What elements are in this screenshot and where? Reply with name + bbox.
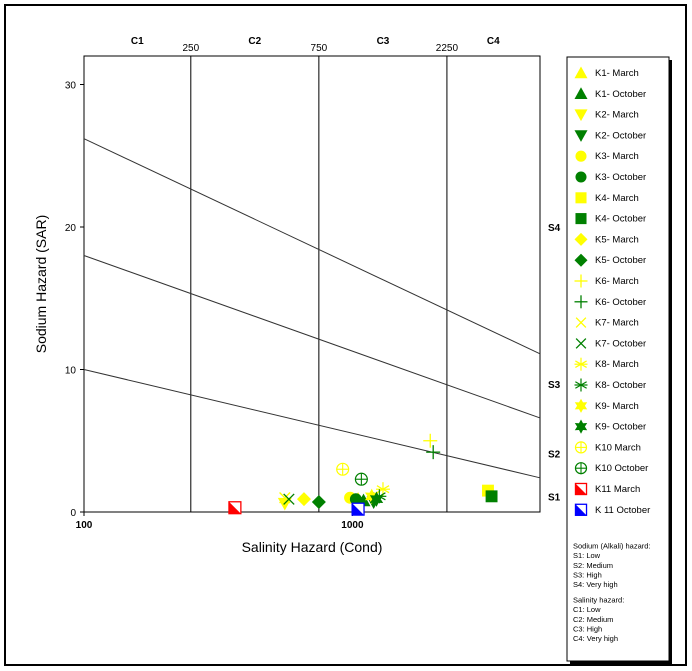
x-axis-label: Salinity Hazard (Cond)	[242, 539, 383, 555]
legend-marker	[574, 253, 588, 267]
legend-marker	[575, 192, 587, 204]
legend-marker	[574, 274, 588, 288]
legend-note: C4: Very high	[573, 634, 618, 643]
legend-marker	[574, 66, 588, 79]
legend-marker	[574, 398, 588, 413]
legend-entry-label: K3- October	[595, 172, 646, 183]
sodium-class-label: S1	[548, 492, 561, 503]
legend-entry-label: K4- March	[595, 193, 639, 204]
legend-entry-label: K9- March	[595, 401, 639, 412]
salinity-class-label: C3	[377, 36, 390, 47]
plot-area	[83, 55, 541, 513]
data-point	[311, 495, 326, 510]
legend-marker	[574, 462, 588, 475]
data-point	[351, 502, 365, 516]
legend-marker	[575, 213, 587, 225]
salinity-class-label: C4	[487, 36, 500, 47]
legend-entry-label: K4- October	[595, 214, 646, 225]
legend-marker	[574, 378, 588, 392]
legend-note: S2: Medium	[573, 561, 613, 570]
legend-note: C2: Medium	[573, 615, 613, 624]
legend-marker	[574, 482, 588, 496]
legend-entry-label: K2- October	[595, 130, 646, 141]
sodium-boundary-line	[83, 255, 541, 419]
legend-note: Sodium (Alkali) hazard:	[573, 542, 651, 551]
legend-note: C1: Low	[573, 605, 601, 614]
x-tick-label: 100	[76, 520, 93, 531]
legend-entry-label: K6- March	[595, 276, 639, 287]
data-point	[283, 493, 295, 505]
y-tick-label: 0	[70, 508, 76, 519]
x-tick-label: 1000	[341, 520, 364, 531]
boundary-label: 250	[182, 43, 199, 54]
legend-marker	[575, 338, 587, 349]
boundary-label: 750	[311, 43, 328, 54]
data-point	[485, 490, 498, 503]
legend-marker	[574, 419, 588, 434]
legend-entry-label: K1- October	[595, 89, 646, 100]
legend-entry-label: K 11 October	[595, 505, 650, 516]
sodium-boundary-line	[83, 138, 541, 355]
legend-marker	[574, 441, 588, 454]
legend-note: C3: High	[573, 624, 602, 633]
y-axis-label: Sodium Hazard (SAR)	[33, 215, 49, 354]
data-point	[296, 492, 311, 507]
sodium-class-label: S3	[548, 380, 561, 391]
legend-entry-label: K6- October	[595, 297, 646, 308]
sodium-class-label: S2	[548, 450, 561, 461]
legend-entry-label: K10 March	[595, 442, 641, 453]
legend-entry-label: K8- March	[595, 359, 639, 370]
legend-entry-label: K3- March	[595, 151, 639, 162]
legend-note: S3: High	[573, 570, 602, 579]
data-point	[426, 445, 441, 460]
salinity-class-label: C1	[131, 36, 144, 47]
legend-entry-label: K5- October	[595, 255, 646, 266]
data-point	[423, 433, 438, 448]
legend-note: S4: Very high	[573, 580, 618, 589]
legend-entry-label: K1- March	[595, 68, 639, 79]
legend-entry-label: K7- March	[595, 318, 639, 329]
legend-marker	[574, 503, 588, 516]
data-point	[369, 491, 384, 507]
legend-entry-label: K7- October	[595, 338, 646, 349]
legend-entry-label: K10 October	[595, 463, 648, 474]
sodium-class-label: S4	[548, 223, 561, 234]
legend-marker	[575, 150, 587, 162]
legend-entry-label: K5- March	[595, 234, 639, 245]
legend-entry-label: K2- March	[595, 110, 639, 121]
data-point	[336, 462, 350, 476]
sodium-boundary-line	[83, 369, 541, 479]
legend-entry-label: K9- October	[595, 422, 646, 433]
legend-marker	[574, 130, 588, 142]
legend-marker	[575, 317, 587, 328]
legend-marker	[574, 87, 588, 99]
salinity-sodium-diagram: 250 750 2250 C1 C2 C3 C4 S4 S3 S2 S1 0 10 20 30 100 1000…	[33, 36, 672, 664]
legend-marker	[574, 357, 588, 371]
legend-marker	[575, 171, 587, 183]
legend-entry-label: K11 March	[595, 484, 640, 495]
y-tick-label: 20	[65, 223, 77, 234]
data-point	[228, 501, 242, 515]
legend-entry-label: K8- October	[595, 380, 646, 391]
chart-frame: 250 750 2250 C1 C2 C3 C4 S4 S3 S2 S1 0 10 20 30 100 1000…	[4, 4, 687, 666]
legend-note: Salinity hazard:	[573, 596, 624, 605]
data-point	[349, 493, 362, 506]
data-point	[354, 472, 368, 486]
legend-marker	[574, 232, 588, 246]
boundary-label: 2250	[436, 43, 459, 54]
y-tick-label: 30	[65, 81, 77, 92]
legend-marker	[574, 295, 588, 309]
data-point	[279, 492, 291, 504]
y-tick-label: 10	[65, 366, 77, 377]
salinity-class-label: C2	[248, 36, 261, 47]
legend-marker	[574, 109, 588, 122]
legend-note: S1: Low	[573, 551, 601, 560]
